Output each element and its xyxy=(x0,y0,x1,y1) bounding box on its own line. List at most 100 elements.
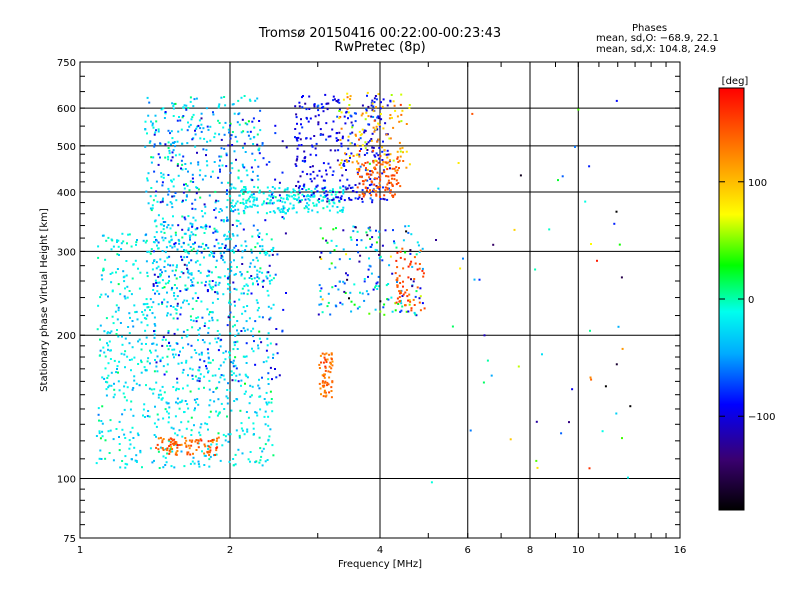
data-point xyxy=(191,173,194,176)
data-point xyxy=(229,318,232,321)
data-point xyxy=(366,168,369,171)
data-point xyxy=(422,275,425,278)
data-point xyxy=(125,274,128,277)
colorbar-tick-label: 0 xyxy=(748,295,754,306)
data-point xyxy=(195,401,197,404)
data-point xyxy=(296,155,299,158)
data-point xyxy=(184,232,187,235)
data-point xyxy=(153,422,156,425)
data-point xyxy=(237,448,240,451)
data-point xyxy=(197,403,200,406)
data-point xyxy=(317,123,320,126)
data-point xyxy=(136,239,138,241)
data-point xyxy=(394,309,397,312)
data-point xyxy=(242,165,244,168)
data-point xyxy=(383,149,386,152)
data-point xyxy=(199,438,202,441)
data-point xyxy=(189,100,192,103)
data-point xyxy=(107,236,110,239)
data-point xyxy=(146,250,149,253)
data-point xyxy=(145,384,147,387)
data-point xyxy=(235,288,238,291)
data-point xyxy=(369,245,372,248)
data-point xyxy=(325,394,328,397)
data-point xyxy=(309,173,312,176)
data-point xyxy=(291,207,294,210)
data-point xyxy=(232,372,235,375)
data-point xyxy=(339,116,342,118)
data-point xyxy=(373,130,376,133)
data-point xyxy=(175,277,178,280)
data-point xyxy=(347,139,350,142)
data-point xyxy=(225,219,228,222)
data-point xyxy=(379,113,382,115)
data-point xyxy=(119,322,122,324)
data-point xyxy=(370,104,373,107)
data-point xyxy=(167,187,170,190)
data-point xyxy=(171,439,174,442)
data-point xyxy=(297,193,300,196)
data-point xyxy=(366,149,369,151)
data-point xyxy=(145,190,148,193)
data-point xyxy=(285,212,287,215)
data-point xyxy=(252,224,255,227)
data-point xyxy=(302,184,305,187)
data-point xyxy=(324,391,327,394)
data-point xyxy=(255,299,258,302)
data-point xyxy=(379,300,382,303)
data-point xyxy=(262,361,265,364)
data-point xyxy=(261,248,264,251)
data-point xyxy=(256,280,258,283)
data-point xyxy=(259,109,262,112)
data-point xyxy=(310,180,313,183)
data-point xyxy=(185,361,188,364)
data-point xyxy=(102,269,104,272)
data-point xyxy=(140,359,142,362)
data-point xyxy=(218,367,221,370)
data-point xyxy=(237,169,240,172)
data-point xyxy=(219,364,222,367)
data-point xyxy=(254,320,257,323)
data-point xyxy=(336,191,339,194)
data-point xyxy=(310,194,313,197)
data-point xyxy=(220,402,223,405)
data-point xyxy=(325,194,328,197)
data-point xyxy=(232,234,235,237)
data-point xyxy=(250,248,253,251)
data-point xyxy=(217,119,220,122)
data-point xyxy=(471,112,474,115)
data-point xyxy=(181,199,184,202)
data-point xyxy=(228,131,230,134)
data-point xyxy=(294,194,297,197)
data-point xyxy=(183,299,186,302)
data-point xyxy=(398,274,401,277)
data-point xyxy=(329,149,332,152)
data-point xyxy=(268,435,271,438)
data-point xyxy=(272,201,275,204)
data-point xyxy=(191,223,194,226)
data-point xyxy=(172,215,174,218)
data-point xyxy=(345,188,348,191)
data-point xyxy=(320,251,323,254)
data-point xyxy=(315,142,318,145)
data-point xyxy=(165,401,168,404)
data-point xyxy=(340,127,343,130)
data-point xyxy=(396,266,399,269)
data-point xyxy=(296,122,298,125)
data-point xyxy=(197,270,200,272)
data-point xyxy=(482,381,485,384)
data-point xyxy=(364,141,367,144)
data-point xyxy=(206,348,209,351)
data-point xyxy=(401,295,404,297)
data-point xyxy=(271,202,274,205)
data-point xyxy=(180,421,183,424)
data-point xyxy=(145,260,148,263)
data-point xyxy=(175,387,178,390)
data-point xyxy=(161,338,164,341)
data-point xyxy=(240,274,243,277)
data-point xyxy=(268,190,271,193)
colorbar-tick-label: −100 xyxy=(748,412,775,423)
data-point xyxy=(206,289,209,291)
data-point xyxy=(161,439,164,442)
data-point xyxy=(266,403,269,406)
